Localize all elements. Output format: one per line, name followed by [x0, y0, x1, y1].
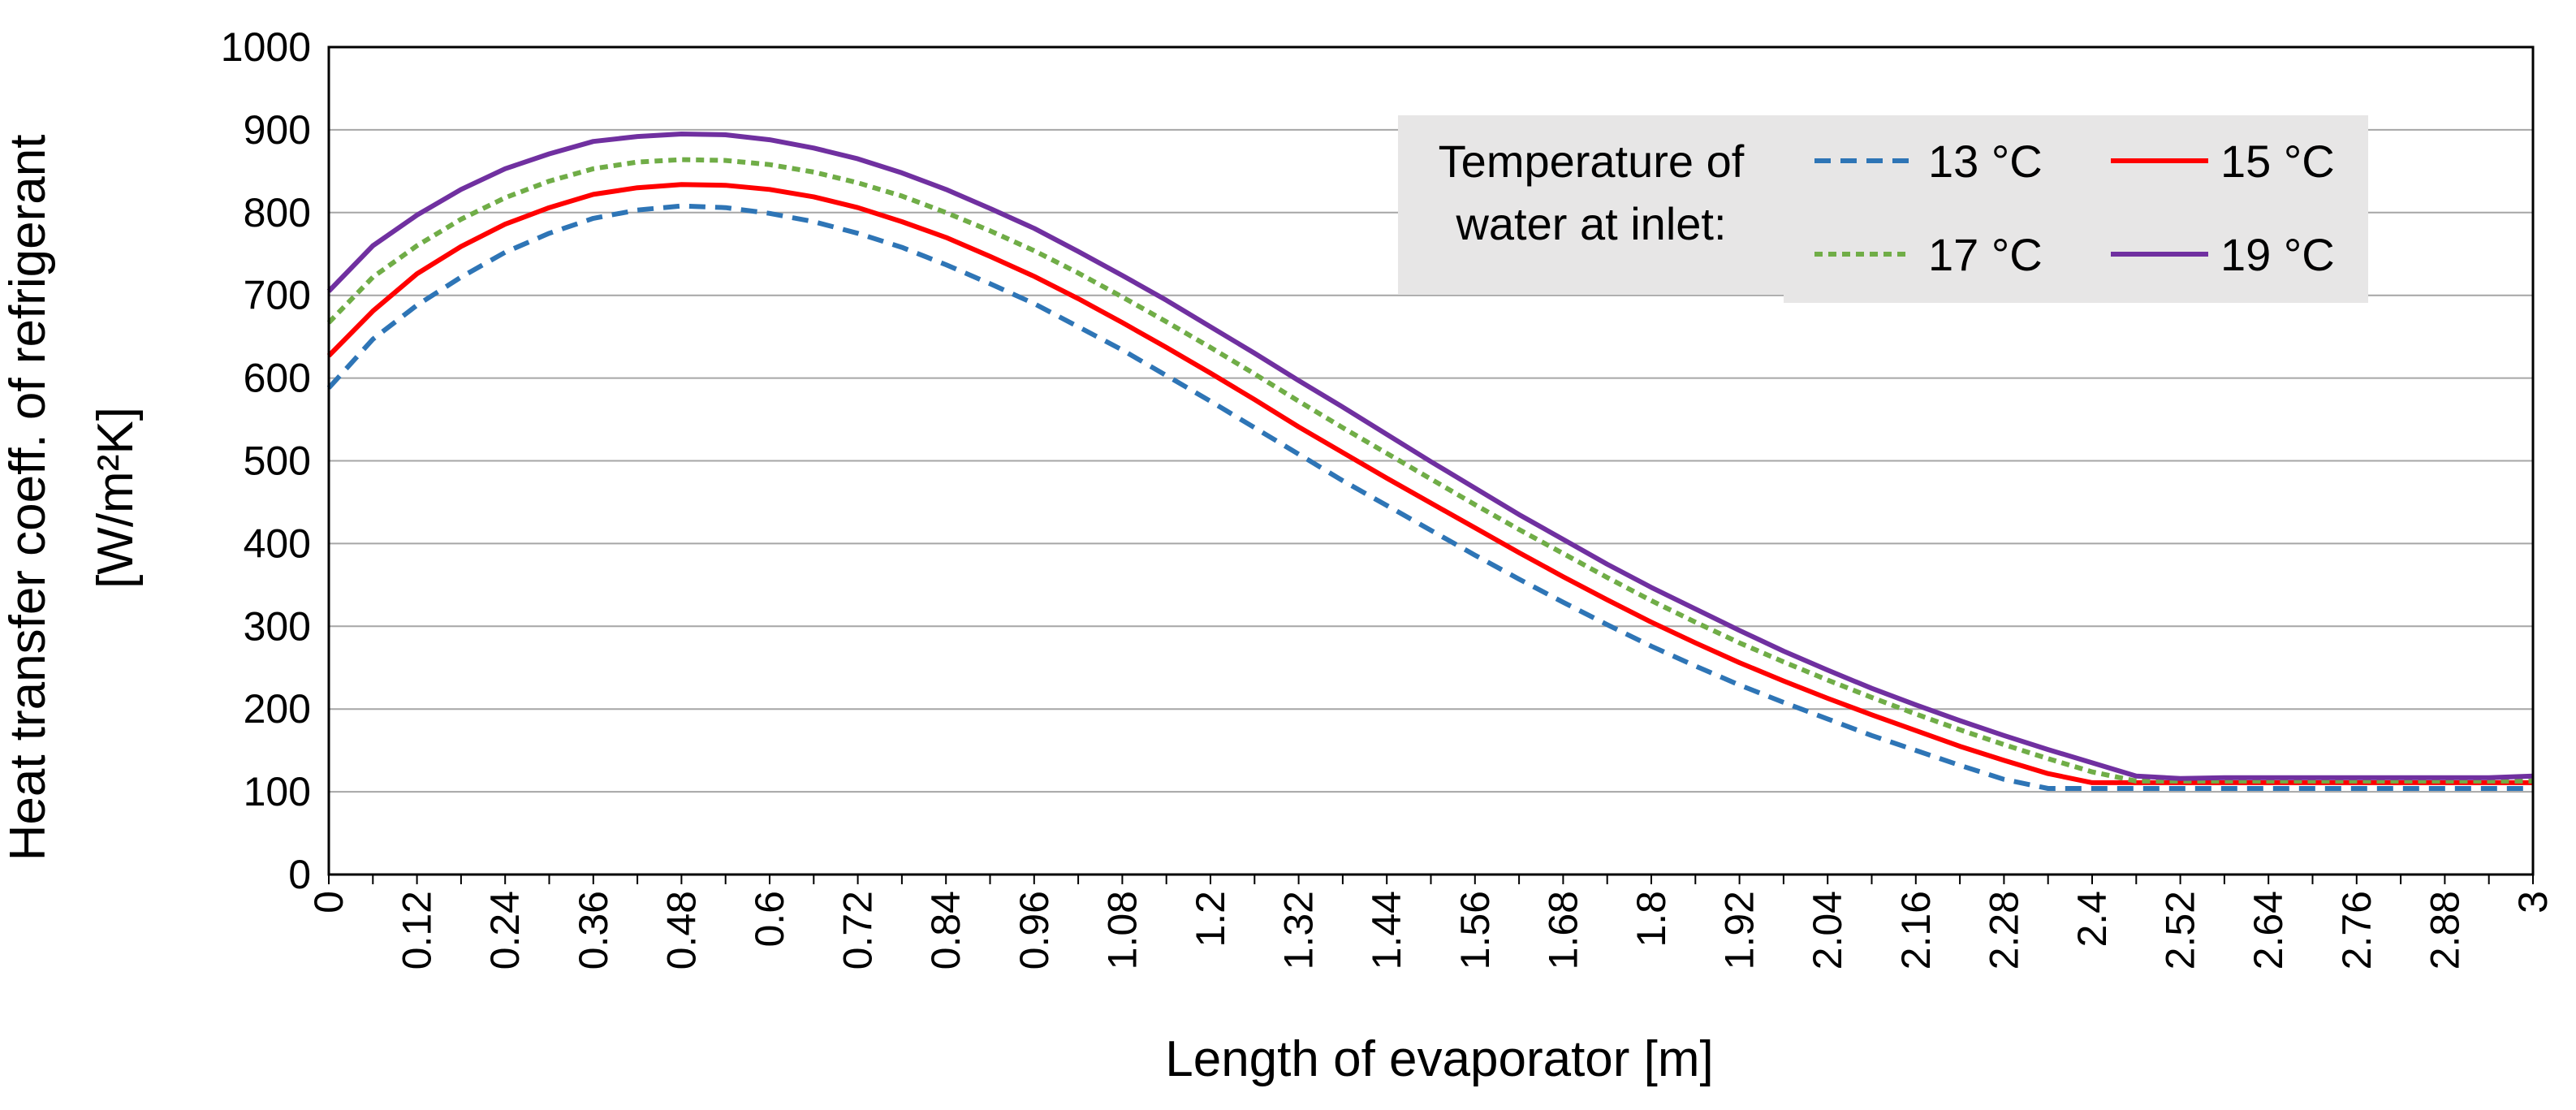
series-line-15c: [326, 182, 2533, 785]
y-tick-label: 200: [244, 686, 311, 732]
x-tick-label: 2.64: [2246, 891, 2291, 970]
y-axis-title: Heat transfer coeff. of refrigerant [W/m…: [0, 135, 144, 862]
x-tick-label: 1.56: [1452, 891, 1498, 970]
legend-label-13c: 13 °C: [1928, 136, 2043, 187]
x-tick-label: 2.16: [1893, 891, 1939, 970]
x-tick-label: 2.4: [2069, 891, 2115, 948]
x-tick-label: 0.12: [395, 891, 440, 970]
y-tick-label: 900: [244, 107, 311, 153]
y-tick-label: 500: [244, 438, 311, 484]
legend: Temperature of water at inlet: 13 °C 15 …: [1398, 115, 2368, 303]
y-axis-ticks: 0 100 200 300 400 500 600 700 800 900 1000: [221, 24, 311, 897]
legend-title-line-1: Temperature of: [1439, 136, 1745, 187]
y-tick-label: 100: [244, 769, 311, 814]
series-line-19c: [326, 132, 2534, 781]
x-tick-label: 2.52: [2158, 891, 2203, 970]
x-tick-label: 2.04: [1805, 891, 1850, 970]
x-tick-label: 0.36: [571, 891, 616, 970]
legend-title-line-2: water at inlet:: [1455, 198, 1726, 249]
y-axis-title-line-2: [W/m²K]: [88, 407, 144, 589]
x-tick-label: 0.6: [747, 891, 792, 948]
x-tick-label: 1.44: [1364, 891, 1409, 970]
x-tick-label: 0.24: [482, 891, 528, 970]
x-tick-label: 0.72: [835, 891, 881, 970]
x-axis-title: Length of evaporator [m]: [1165, 1031, 1714, 1087]
series-line-17c: [326, 157, 2533, 784]
y-tick-label: 0: [288, 852, 311, 897]
x-tick-label: 1.2: [1188, 891, 1233, 948]
legend-label-17c: 17 °C: [1928, 229, 2043, 280]
x-tick-label: 1.8: [1629, 891, 1674, 948]
x-tick-label: 0.48: [658, 891, 704, 970]
x-tick-label: 0.96: [1012, 891, 1057, 970]
x-tick-label: 2.76: [2334, 891, 2380, 970]
y-axis-title-line-1: Heat transfer coeff. of refrigerant: [0, 135, 56, 862]
y-tick-label: 600: [244, 356, 311, 401]
legend-label-15c: 15 °C: [2220, 136, 2335, 187]
series-line-13c: [326, 203, 2533, 791]
x-tick-label: 1.92: [1717, 891, 1763, 970]
legend-box-right: [1784, 115, 2368, 303]
y-tick-label: 300: [244, 603, 311, 649]
x-tick-label: 2.88: [2422, 891, 2467, 970]
y-tick-label: 700: [244, 273, 311, 318]
x-tick-label: 0: [306, 891, 352, 913]
x-tick-label: 1.08: [1099, 891, 1145, 970]
x-tick-label: 1.32: [1276, 891, 1322, 970]
y-tick-label: 400: [244, 520, 311, 566]
series-lines: [326, 132, 2534, 791]
y-tick-label: 1000: [221, 24, 311, 70]
x-axis-ticks: 0 0.12 0.24 0.36 0.48 0.6 0.72 0.84 0.96 1.08 1.2 1…: [306, 873, 2556, 970]
x-tick-label: 0.84: [923, 891, 969, 970]
x-tick-label: 3: [2510, 891, 2556, 913]
x-tick-label: 1.68: [1540, 891, 1586, 970]
y-tick-label: 800: [244, 190, 311, 235]
legend-label-19c: 19 °C: [2220, 229, 2335, 280]
x-tick-label: 2.28: [1981, 891, 2026, 970]
legend-box-left: [1398, 115, 1784, 294]
